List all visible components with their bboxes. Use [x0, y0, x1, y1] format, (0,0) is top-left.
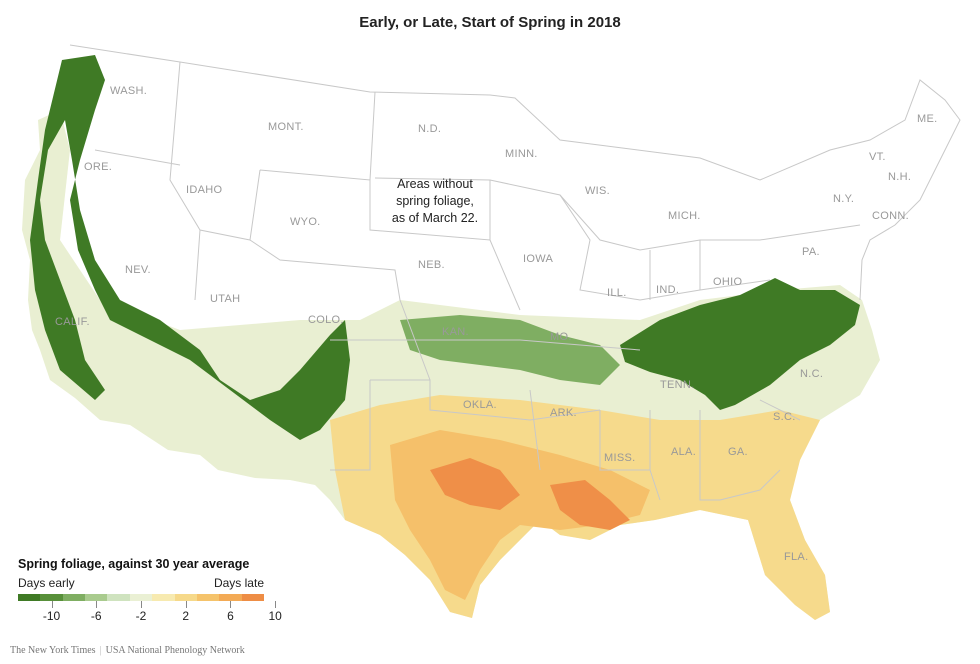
state-label-nd: N.D.: [418, 123, 441, 135]
state-label-iowa: IOWA: [523, 253, 553, 265]
state-label-neb: NEB.: [418, 259, 445, 271]
legend-swatch: [85, 594, 108, 601]
state-label-wyo: WYO.: [290, 216, 321, 228]
state-label-mont: MONT.: [268, 121, 304, 133]
legend-tick-label: -10: [42, 609, 61, 623]
credit-source: USA National Phenology Network: [105, 645, 245, 656]
state-label-calif: CALIF.: [55, 316, 90, 328]
legend-ticks: -10 -6 -2 2 6 10: [18, 601, 282, 623]
annotation-no-foliage: Areas without spring foliage, as of Marc…: [383, 176, 487, 227]
legend: Spring foliage, against 30 year average …: [18, 557, 282, 623]
annotation-line-3: as of March 22.: [391, 211, 479, 225]
legend-tick-label: -6: [90, 609, 102, 623]
legend-swatch: [40, 594, 63, 601]
legend-tick: [185, 601, 187, 608]
state-label-okla: OKLA.: [463, 399, 497, 411]
state-labels: WASH. ORE. IDAHO MONT. WYO. NEV. UTAH CA…: [55, 85, 937, 563]
legend-tick-label: -2: [135, 609, 147, 623]
state-label-minn: MINN.: [505, 148, 538, 160]
late-region-red: [430, 458, 630, 530]
legend-tick: [96, 601, 98, 608]
state-label-vt: VT.: [869, 151, 886, 163]
state-label-ohio: OHIO: [713, 276, 742, 288]
state-label-nc: N.C.: [800, 368, 823, 380]
state-label-colo: COLO.: [308, 314, 344, 326]
state-label-ore: ORE.: [84, 161, 112, 173]
state-label-miss: MISS.: [604, 452, 635, 464]
state-label-ala: ALA.: [671, 446, 696, 458]
state-label-nh: N.H.: [888, 171, 911, 183]
state-label-nev: NEV.: [125, 264, 151, 276]
state-label-idaho: IDAHO: [186, 184, 222, 196]
state-label-pa: PA.: [802, 246, 820, 258]
credit-line: The New York Times | USA National Phenolog…: [10, 645, 245, 656]
state-label-mo: MO.: [550, 331, 572, 343]
state-label-wis: WIS.: [585, 185, 610, 197]
legend-tick: [275, 601, 277, 608]
legend-color-bar: [18, 594, 264, 601]
legend-swatch: [18, 594, 41, 601]
legend-swatch: [174, 594, 197, 601]
annotation-line-2: spring foliage,: [396, 194, 474, 208]
state-label-tenn: TENN.: [660, 379, 695, 391]
state-label-ark: ARK.: [550, 407, 577, 419]
legend-swatch: [129, 594, 153, 601]
state-label-ill: ILL.: [607, 287, 627, 299]
legend-left-label: Days early: [18, 576, 75, 590]
legend-swatch: [241, 594, 264, 601]
legend-swatch: [196, 594, 220, 601]
state-label-kan: KAN.: [442, 326, 469, 338]
legend-tick-label: 6: [227, 609, 234, 623]
legend-swatch: [62, 594, 86, 601]
early-region-appalachia: [620, 278, 860, 410]
state-label-fla: FLA.: [784, 551, 808, 563]
legend-tick: [51, 601, 53, 608]
map-title: Early, or Late, Start of Spring in 2018: [359, 14, 621, 31]
state-label-wash: WASH.: [110, 85, 147, 97]
legend-tick-label: 10: [268, 609, 282, 623]
state-label-conn: CONN.: [872, 210, 909, 222]
legend-tick: [230, 601, 232, 608]
early-region-west-coast: [30, 55, 350, 440]
legend-swatch: [152, 594, 175, 601]
state-label-utah: UTAH: [210, 293, 240, 305]
legend-tick: [141, 601, 142, 608]
legend-swatch: [219, 594, 242, 601]
state-label-ny: N.Y.: [833, 193, 854, 205]
state-borders: [69, 44, 961, 501]
state-label-ga: GA.: [728, 446, 748, 458]
state-label-me: ME.: [917, 113, 937, 125]
state-label-ind: IND.: [656, 284, 679, 296]
state-label-mich: MICH.: [668, 210, 701, 222]
legend-ends: Days early Days late: [18, 576, 268, 592]
annotation-line-1: Areas without: [397, 177, 473, 191]
legend-right-label: Days late: [213, 576, 264, 590]
state-label-sc: S.C.: [773, 411, 796, 423]
legend-tick-label: 2: [182, 609, 190, 623]
early-region-mid: [400, 315, 620, 385]
credit-publisher: The New York Times: [10, 645, 96, 656]
legend-title: Spring foliage, against 30 year average: [18, 557, 250, 571]
legend-swatch: [107, 594, 130, 601]
